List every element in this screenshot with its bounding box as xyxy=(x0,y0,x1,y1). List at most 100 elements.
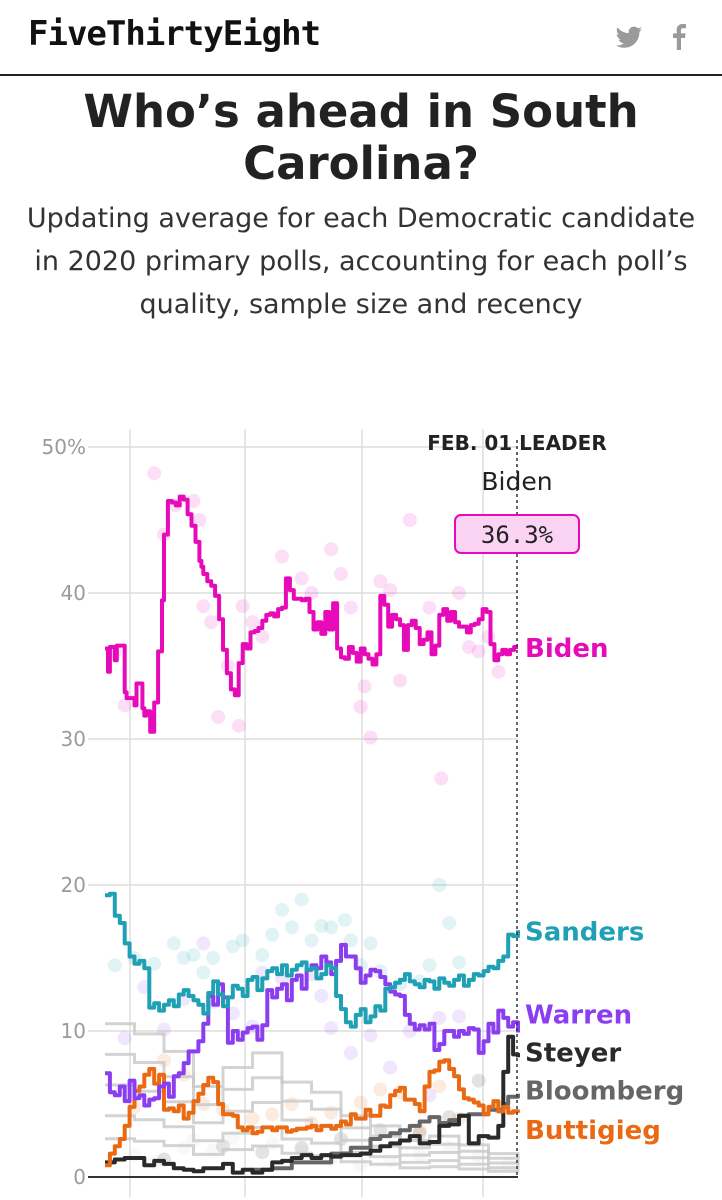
poll-dot-steyer xyxy=(255,1145,270,1160)
poll-dot-sanders xyxy=(284,920,299,935)
poll-dot-biden xyxy=(231,718,246,733)
poll-dot-sanders xyxy=(363,936,378,951)
poll-dot-sanders xyxy=(432,878,447,892)
y-tick-label: 30 xyxy=(61,727,86,751)
poll-dot-warren xyxy=(452,1009,466,1024)
poll-dot-warren xyxy=(432,1010,447,1025)
poll-dot-other-candidates xyxy=(265,1136,280,1151)
poll-dot-warren xyxy=(314,988,329,1003)
line-biden[interactable] xyxy=(105,494,518,734)
poll-dot-sanders xyxy=(166,936,181,951)
poll-dot-warren xyxy=(196,936,211,951)
poll-dot-sanders xyxy=(314,918,329,933)
poll-dot-biden xyxy=(186,494,201,509)
poll-dot-sanders xyxy=(304,933,319,948)
line-steyer[interactable] xyxy=(105,1034,520,1175)
poll-dot-buttigieg xyxy=(265,1107,280,1122)
poll-dot-biden xyxy=(422,600,437,615)
poll-dot-biden xyxy=(196,599,211,614)
line-other-candidate xyxy=(105,1052,520,1163)
end-label-buttigieg: Buttigieg xyxy=(525,1116,661,1146)
line-other-candidate xyxy=(105,1114,520,1170)
poll-dot-buttigieg xyxy=(432,1079,447,1094)
poll-dot-sanders xyxy=(337,913,352,928)
y-tick-label: 10 xyxy=(61,1019,86,1043)
poll-dot-biden xyxy=(255,629,270,644)
poll-dot-sanders xyxy=(186,948,201,963)
poll-dot-steyer xyxy=(471,1073,486,1088)
poll-dot-warren xyxy=(383,1060,398,1075)
poll-dot-biden xyxy=(343,600,358,615)
poll-dot-biden xyxy=(357,679,372,694)
poll-dot-biden xyxy=(117,698,132,713)
leader-date-label: FEB. 01 LEADER xyxy=(427,431,606,455)
poll-dot-sanders xyxy=(442,915,457,930)
poll-dot-biden xyxy=(245,615,260,630)
poll-dot-warren xyxy=(363,1028,378,1043)
average-lines xyxy=(105,494,520,1175)
poll-dot-sanders xyxy=(275,902,289,917)
poll-dot-biden xyxy=(452,586,466,600)
poll-dot-steyer xyxy=(294,1140,309,1155)
poll-dot-biden xyxy=(211,710,226,725)
line-other-candidate xyxy=(105,1022,520,1160)
poll-dot-biden xyxy=(304,586,319,600)
poll-dot-biden xyxy=(491,664,506,679)
poll-dot-sanders xyxy=(206,951,221,965)
site-logo[interactable]: FiveThirtyEight xyxy=(28,14,321,54)
leader-value-badge xyxy=(454,514,580,554)
poll-dot-buttigieg xyxy=(353,1095,368,1110)
poll-dot-biden xyxy=(363,730,378,745)
y-tick-label: 50% xyxy=(42,435,86,459)
poll-dot-biden xyxy=(192,513,207,527)
top-bar: FiveThirtyEight xyxy=(0,0,722,76)
poll-dot-sanders xyxy=(255,948,270,963)
poll-dot-warren xyxy=(324,1021,339,1036)
end-label-steyer: Steyer xyxy=(525,1038,621,1068)
poll-dot-biden xyxy=(353,699,368,714)
poll-dots xyxy=(107,466,516,1173)
poll-dot-buttigieg xyxy=(284,1097,299,1111)
end-label-sanders: Sanders xyxy=(525,917,644,947)
y-tick-label: 20 xyxy=(61,873,86,897)
y-axis-labels: 0 10 20 30 40 50% xyxy=(42,435,86,1189)
poll-dot-biden xyxy=(434,771,449,786)
poll-dot-biden xyxy=(461,640,476,655)
leader-box: FEB. 01 LEADER Biden 36.3% xyxy=(427,431,607,1177)
leader-name: Biden xyxy=(481,467,552,496)
poll-dot-buttigieg xyxy=(373,1082,388,1097)
poll-dot-biden xyxy=(147,466,162,481)
poll-dot-sanders xyxy=(235,933,250,948)
poll-dot-biden xyxy=(334,567,348,582)
facebook-icon[interactable] xyxy=(664,22,694,52)
page-subtitle: Updating average for each Democratic can… xyxy=(26,203,696,320)
poll-dot-biden xyxy=(393,673,407,688)
poll-dot-sanders xyxy=(225,939,240,954)
line-buttigieg[interactable] xyxy=(105,1058,520,1168)
poll-dot-buttigieg xyxy=(245,1111,260,1126)
poll-dot-biden xyxy=(471,644,486,659)
end-label-biden: Biden xyxy=(525,634,608,664)
twitter-icon[interactable] xyxy=(614,22,644,52)
end-label-warren: Warren xyxy=(525,1000,632,1030)
poll-dot-biden xyxy=(235,599,250,614)
chart-grid xyxy=(88,429,518,1197)
poll-dot-warren xyxy=(343,1045,358,1060)
poll-dot-sanders xyxy=(107,958,122,973)
leader-value: 36.3% xyxy=(481,521,554,549)
end-label-bloomberg: Bloomberg xyxy=(525,1076,684,1106)
y-tick-label: 0 xyxy=(73,1165,86,1189)
poll-dot-sanders xyxy=(196,965,211,980)
page-title: Who’s ahead in South Carolina? xyxy=(83,85,639,190)
poll-dot-biden xyxy=(275,549,289,564)
poll-dot-sanders xyxy=(422,958,437,973)
poll-dot-sanders xyxy=(265,927,280,942)
poll-dot-biden xyxy=(402,513,417,527)
poll-dot-biden xyxy=(383,583,398,598)
line-sanders[interactable] xyxy=(105,891,520,1029)
poll-dot-sanders xyxy=(294,892,309,907)
poll-dot-biden xyxy=(324,542,339,557)
poll-dot-sanders xyxy=(452,955,466,970)
poll-dot-warren xyxy=(117,1031,132,1046)
